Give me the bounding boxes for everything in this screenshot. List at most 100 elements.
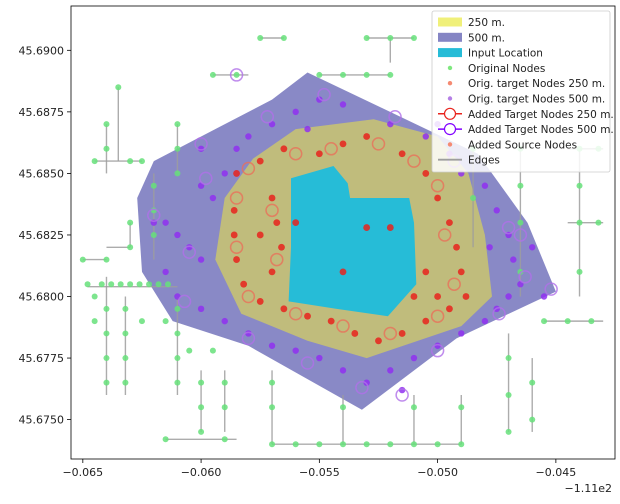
orig-target-nodes-500-m-point-30 [363,379,370,386]
original-nodes-point-39 [269,379,276,386]
x-tick-label-3: −0.050 [417,466,458,479]
original-nodes-point-45 [505,355,512,362]
legend-item-added-source-nodes-label: Added Source Nodes [468,139,577,151]
original-nodes-point-0 [98,281,105,288]
orig-target-nodes-250-m-point-6 [398,150,406,158]
axes-layer: −0.065 −0.060 −0.055 −0.050 −0.045 45.6750 45.… [19,44,577,479]
original-nodes-point-19 [174,379,181,386]
original-nodes-point-57 [517,268,524,275]
original-nodes-point-77 [103,121,110,128]
original-nodes-point-1 [108,281,115,288]
legend-item-orig-target-nodes-250-m-label: Orig. target Nodes 250 m. [468,78,605,90]
orig-target-nodes-250-m-point-3 [315,150,323,158]
added-target-nodes-250-m-ring-9 [383,326,398,341]
legend-item-input-location: Input Location [438,48,543,60]
orig-target-nodes-500-m-point-23 [505,293,512,300]
added-target-nodes-500-m-ring-9 [518,270,532,284]
legend-item-edges: Edges [438,155,500,167]
orig-target-nodes-250-m-point-29 [268,268,276,276]
added-target-nodes-250-m-ring-13 [229,240,244,255]
original-nodes-point-76 [174,170,181,177]
orig-target-nodes-250-m-point-2 [280,145,288,153]
added-target-nodes-250-m-ring-6 [437,228,452,242]
original-nodes-point-24 [198,428,205,435]
legend-item-250-m-label: 250 m. [468,17,505,29]
added-target-nodes-500-m-ring-15 [177,294,192,309]
original-nodes-point-64 [340,71,346,78]
original-nodes-point-87 [127,244,134,251]
original-nodes-point-15 [122,379,129,386]
orig-target-nodes-250-m-point-8 [434,194,442,202]
orig-target-nodes-500-m-point-31 [339,367,347,374]
original-nodes-point-32 [340,441,346,448]
added-target-nodes-250-m-ring-2 [324,142,338,156]
original-nodes-point-42 [458,404,465,411]
added-target-nodes-250-m-ring-4 [407,154,421,168]
legend-item-added-target-nodes-500-m-label: Added Target Nodes 500 m. [468,124,614,136]
original-nodes-point-5 [146,281,153,288]
original-nodes-point-49 [564,318,571,325]
legend-item-added-target-nodes-250-m: Added Target Nodes 250 m. [438,107,614,121]
original-nodes-point-78 [103,145,110,152]
orig-target-nodes-250-m-point-23 [233,256,240,263]
orig-target-nodes-500-m-point-6 [209,194,217,202]
original-nodes-point-33 [363,441,370,448]
added-target-nodes-500-m-ring-8 [501,220,516,235]
added-target-nodes-500-m-ring-13 [300,356,315,370]
original-nodes-point-38 [269,404,276,411]
original-nodes-point-36 [434,441,441,448]
orig-target-nodes-500-m-point-11 [292,108,299,116]
original-nodes-point-47 [529,379,536,386]
points-layer [79,35,602,448]
orig-target-nodes-500-m-point-7 [221,170,228,177]
orig-target-nodes-250-m-point-22 [240,280,248,288]
original-nodes-point-92 [162,318,169,325]
legend-item-orig-target-nodes-250-m: Orig. target Nodes 250 m. [447,78,605,90]
added-target-nodes-250-m-ring-8 [430,309,445,323]
orig-target-nodes-250-m-point-13 [446,305,453,313]
added-target-nodes-500-m-ring-14 [241,331,256,346]
added-target-nodes-500-m-ring-4 [260,110,275,124]
orig-target-nodes-500-m-point-13 [339,101,347,108]
legend-box [431,10,611,173]
original-nodes-point-31 [316,441,323,448]
added-target-nodes-250-m-ring-11 [288,306,303,321]
original-nodes-point-26 [221,436,228,443]
x-tick-label-0: −0.065 [62,466,103,479]
x-offset-label: −1.11e2 [565,482,612,495]
original-nodes-point-93 [186,347,193,354]
original-nodes-point-44 [505,391,512,398]
original-nodes-point-7 [164,281,171,288]
orig-target-nodes-250-m-point-7 [422,170,430,177]
legend-item-original-nodes: Original Nodes [447,63,545,75]
legend-item-added-target-nodes-500-m: Added Target Nodes 500 m. [438,123,614,136]
legend-item-orig-target-nodes-500-m-marker [447,96,453,101]
added-target-nodes-250-m-ring-5 [430,178,445,193]
original-nodes-point-18 [174,355,181,362]
original-nodes-point-4 [136,281,143,288]
original-nodes-point-59 [517,182,524,189]
orig-target-nodes-250-m-point-37 [256,231,264,239]
original-nodes-point-79 [115,84,122,91]
original-nodes-point-28 [221,379,228,386]
orig-target-nodes-250-m-point-33 [422,268,430,276]
original-nodes-point-72 [209,71,216,78]
original-nodes-point-83 [150,182,157,189]
added-target-nodes-250-m-ring-10 [336,319,350,333]
orig-target-nodes-500-m-point-21 [510,256,517,263]
added-target-nodes-500-m-ring-18 [544,282,558,296]
input-location-area [288,166,417,317]
added-target-nodes-250-m-ring-16 [270,252,284,267]
added-target-nodes-500-m-ring-19 [395,388,409,402]
x-tick-label-4: −0.045 [536,466,577,479]
legend-item-added-target-nodes-250-m-marker [443,107,457,120]
original-nodes-point-46 [529,416,536,423]
orig-target-nodes-250-m-point-5 [363,133,371,140]
orig-target-nodes-250-m-point-27 [273,219,281,227]
original-nodes-point-27 [221,404,228,411]
orig-target-nodes-500-m-point-25 [481,317,489,325]
original-nodes-point-94 [209,347,216,354]
original-nodes-point-65 [363,71,370,78]
orig-target-nodes-500-m-point-39 [162,268,169,276]
orig-target-nodes-250-m-point-15 [398,330,406,337]
